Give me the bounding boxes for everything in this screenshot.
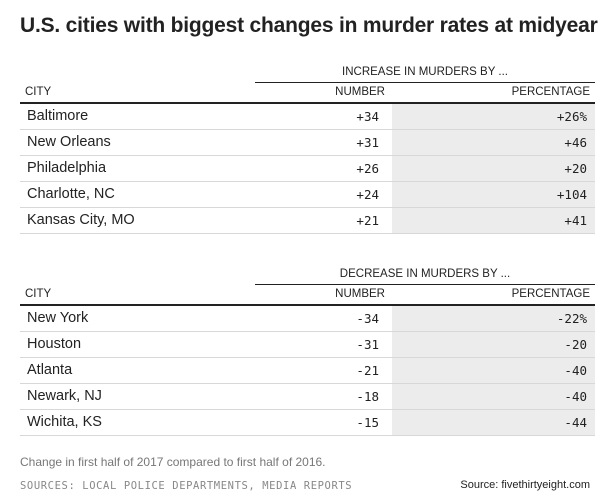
cell-city: Kansas City, MO: [27, 212, 135, 228]
cell-percentage: +20: [392, 156, 595, 181]
cell-percentage: -40: [392, 384, 595, 409]
increase-rows: Baltimore +34 +26% New Orleans +31 +46 Philade…: [20, 104, 595, 234]
table-row: New Orleans +31 +46: [20, 130, 595, 156]
decrease-rows: New York -34 -22% Houston -31 -20 Atlanta -21 -4…: [20, 306, 595, 436]
cell-city: Charlotte, NC: [27, 186, 115, 202]
cell-percentage: +26%: [392, 104, 595, 129]
cell-percentage: -40: [392, 358, 595, 383]
cell-percentage: +41: [392, 208, 595, 233]
table-row: Philadelphia +26 +20: [20, 156, 595, 182]
footnote: Change in first half of 2017 compared to…: [20, 455, 326, 469]
cell-number: -21: [255, 358, 385, 383]
table-row: Charlotte, NC +24 +104: [20, 182, 595, 208]
cell-number-value: +26: [356, 161, 379, 176]
cell-number: -34: [255, 306, 385, 331]
cell-percentage-value: +20: [564, 161, 587, 176]
cell-percentage-value: +46: [564, 135, 587, 150]
cell-percentage: -20: [392, 332, 595, 357]
cell-number-value: -31: [356, 337, 379, 352]
cell-percentage-value: -22%: [556, 311, 587, 326]
cell-number-value: +21: [356, 213, 379, 228]
chart-title: U.S. cities with biggest changes in murd…: [20, 14, 598, 37]
cell-number: -31: [255, 332, 385, 357]
increase-group-header: INCREASE IN MURDERS BY ...: [255, 62, 595, 83]
cell-city: Wichita, KS: [27, 414, 102, 430]
cell-number: -15: [255, 410, 385, 435]
cell-city: Houston: [27, 336, 82, 352]
cell-city: New Orleans: [27, 134, 111, 150]
credit-line: Source: fivethirtyeight.com: [460, 479, 590, 491]
cell-city: New York: [27, 310, 89, 326]
cell-number-value: +24: [356, 187, 379, 202]
cell-city: Baltimore: [27, 108, 89, 124]
cell-number-value: -34: [356, 311, 379, 326]
decrease-column-headers: CITY NUMBER PERCENTAGE: [20, 284, 595, 306]
table-row: Kansas City, MO +21 +41: [20, 208, 595, 234]
cell-number: +34: [255, 104, 385, 129]
table-row: Atlanta -21 -40: [20, 358, 595, 384]
cell-city: Newark, NJ: [27, 388, 102, 404]
cell-city: Atlanta: [27, 362, 73, 378]
sources-line: SOURCES: LOCAL POLICE DEPARTMENTS, MEDIA…: [20, 480, 353, 492]
cell-percentage-value: -44: [564, 415, 587, 430]
cell-percentage-value: +41: [564, 213, 587, 228]
column-header-percentage: PERCENTAGE: [511, 288, 590, 300]
cell-percentage: +46: [392, 130, 595, 155]
column-header-city: CITY: [25, 86, 52, 98]
cell-number: +26: [255, 156, 385, 181]
cell-number: -18: [255, 384, 385, 409]
cell-number: +31: [255, 130, 385, 155]
table-row: Houston -31 -20: [20, 332, 595, 358]
cell-number: +24: [255, 182, 385, 207]
cell-percentage: -22%: [392, 306, 595, 331]
table-row: New York -34 -22%: [20, 306, 595, 332]
cell-number-value: +34: [356, 109, 379, 124]
increase-column-headers: CITY NUMBER PERCENTAGE: [20, 82, 595, 104]
cell-number-value: -18: [356, 389, 379, 404]
cell-percentage-value: -40: [564, 363, 587, 378]
cell-percentage-value: +104: [556, 187, 587, 202]
column-header-number: NUMBER: [335, 86, 385, 98]
cell-number-value: +31: [356, 135, 379, 150]
cell-city: Philadelphia: [27, 160, 107, 176]
table-row: Wichita, KS -15 -44: [20, 410, 595, 436]
cell-number: +21: [255, 208, 385, 233]
cell-percentage-value: -40: [564, 389, 587, 404]
cell-percentage-value: -20: [564, 337, 587, 352]
column-header-percentage: PERCENTAGE: [511, 86, 590, 98]
cell-percentage: -44: [392, 410, 595, 435]
column-header-city: CITY: [25, 288, 52, 300]
column-header-number: NUMBER: [335, 288, 385, 300]
cell-number-value: -21: [356, 363, 379, 378]
cell-number-value: -15: [356, 415, 379, 430]
table-row: Baltimore +34 +26%: [20, 104, 595, 130]
decrease-group-header: DECREASE IN MURDERS BY ...: [255, 264, 595, 285]
cell-percentage-value: +26%: [556, 109, 587, 124]
cell-percentage: +104: [392, 182, 595, 207]
table-row: Newark, NJ -18 -40: [20, 384, 595, 410]
